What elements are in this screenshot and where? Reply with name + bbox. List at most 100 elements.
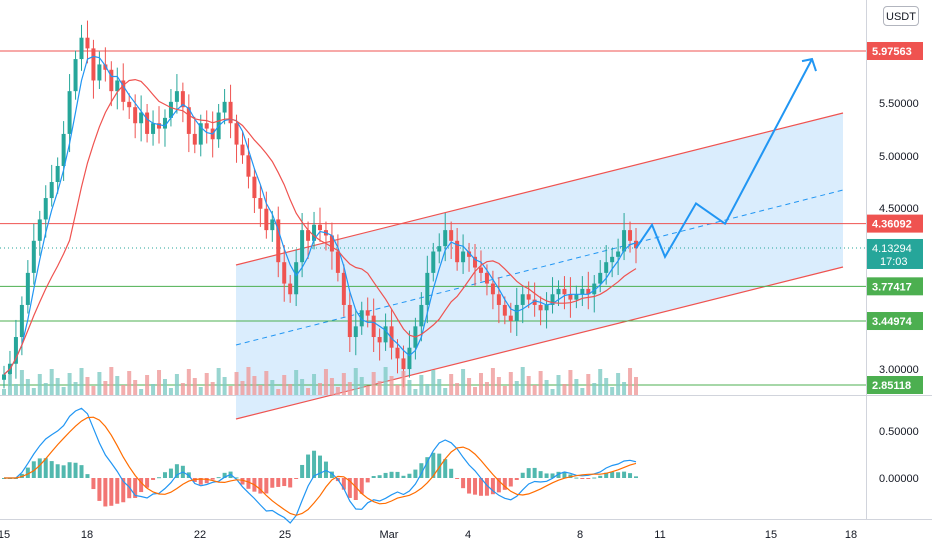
candle-body: [264, 208, 269, 231]
volume-bar: [574, 379, 579, 395]
macd-histogram-bar: [168, 468, 173, 478]
channel-upper-line[interactable]: [235, 112, 844, 266]
candle-body: [49, 182, 54, 199]
candle-body: [610, 256, 615, 263]
macd-histogram-bar: [270, 478, 275, 488]
macd-histogram-bar: [610, 471, 615, 478]
volume-bar: [604, 378, 609, 395]
candle-body: [425, 272, 430, 305]
volume-bar: [329, 378, 334, 395]
macd-histogram-bar: [19, 473, 24, 478]
candle-body: [341, 272, 346, 305]
candle-body: [371, 315, 376, 338]
candle-body: [276, 219, 281, 263]
candle-body: [13, 337, 18, 364]
volume-bar: [520, 367, 525, 395]
volume-bar: [19, 370, 24, 395]
candle-body: [473, 256, 478, 268]
volume-bar: [514, 381, 519, 395]
volume-bar: [478, 373, 483, 395]
macd-histogram-bar: [127, 478, 132, 499]
candle-body: [634, 240, 638, 249]
candle-body: [598, 272, 603, 284]
macd-histogram-bar: [91, 478, 96, 490]
volume-bar: [556, 375, 561, 395]
macd-histogram-bar: [49, 461, 54, 478]
candle-body: [532, 299, 537, 305]
candle-body: [520, 294, 525, 305]
candle-body: [508, 315, 513, 321]
volume-bar: [532, 385, 537, 395]
macd-histogram-bar: [329, 471, 334, 478]
volume-bar: [133, 380, 138, 395]
macd-histogram-bar: [461, 478, 466, 489]
volume-bar: [461, 369, 466, 395]
macd-histogram-bar: [413, 469, 418, 478]
candle-body: [246, 155, 251, 177]
macd-histogram-bar: [377, 475, 382, 478]
macd-histogram-bar: [526, 468, 531, 478]
volume-bar: [312, 374, 317, 395]
candle-body: [514, 304, 519, 321]
volume-bar: [25, 379, 30, 395]
volume-bar: [431, 370, 436, 395]
candle-body: [443, 230, 448, 247]
volume-bar: [151, 384, 156, 395]
volume-bar: [157, 370, 162, 395]
macd-histogram-bar: [240, 478, 245, 485]
channel-median-line[interactable]: [235, 189, 844, 346]
candle-body: [103, 64, 108, 70]
macd-histogram-bar: [341, 478, 346, 490]
volume-bar: [371, 372, 376, 395]
candle-body: [544, 304, 549, 311]
macd-histogram-bar: [634, 476, 638, 478]
macd-histogram-bar: [73, 462, 78, 478]
volume-bar: [413, 389, 418, 395]
macd-signal-line: [4, 416, 637, 516]
candle-body: [43, 198, 48, 220]
candle-body: [496, 294, 501, 305]
volume-bar: [198, 387, 203, 395]
volume-bar: [79, 368, 84, 395]
candle-body: [478, 267, 483, 273]
candle-body: [300, 230, 305, 263]
volume-bar: [377, 381, 382, 395]
macd-histogram-bar: [204, 478, 209, 484]
macd-histogram-bar: [556, 471, 561, 478]
volume-bar: [425, 384, 430, 395]
macd-histogram-bar: [365, 478, 370, 483]
trend-channel-fill[interactable]: [236, 113, 843, 419]
macd-histogram-bar: [133, 478, 138, 498]
time-tick-9: 15: [765, 529, 777, 541]
candle-body: [67, 91, 72, 134]
volume-bar: [91, 386, 96, 395]
level-badge-1: [867, 42, 923, 60]
level-badge-3: [867, 277, 923, 296]
macd-histogram-bar: [538, 471, 543, 478]
volume-bar: [168, 388, 173, 395]
candle-body: [25, 272, 30, 305]
volume-bar: [490, 368, 495, 395]
candle-body: [389, 326, 394, 348]
macd-histogram-bar: [616, 472, 621, 478]
candle-body: [31, 240, 36, 273]
candle-body: [55, 165, 60, 183]
ma-fast-line: [3, 55, 637, 375]
candle-body: [198, 123, 203, 145]
macd-histogram-bar: [139, 478, 144, 493]
candle-body: [109, 69, 114, 92]
macd-histogram-bar: [210, 478, 215, 480]
candle-body: [121, 80, 126, 102]
candle-body: [502, 304, 507, 316]
time-tick-1: 15: [0, 529, 10, 541]
volume-bar: [598, 369, 603, 395]
candle-body: [335, 251, 340, 273]
currency-unit-button[interactable]: USDT: [883, 6, 919, 26]
candle-body: [455, 240, 460, 263]
macd-histogram-bar: [484, 478, 489, 496]
macd-histogram-bar: [508, 478, 513, 487]
volume-bar: [443, 388, 448, 395]
macd-histogram-bar: [437, 453, 442, 478]
volume-bar: [455, 383, 460, 395]
